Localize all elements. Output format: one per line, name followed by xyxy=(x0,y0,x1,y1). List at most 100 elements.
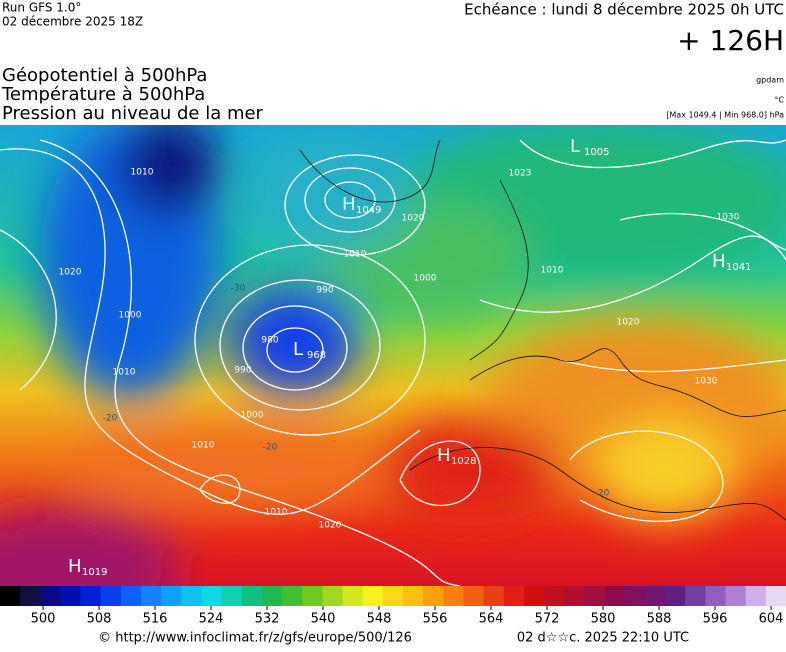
unit: °C xyxy=(774,96,784,105)
colorbar-swatch xyxy=(322,586,344,606)
colorbar-swatch xyxy=(483,586,505,606)
colorbar-swatch xyxy=(40,586,61,606)
run-label: Run GFS 1.0° xyxy=(2,1,81,15)
center-value: 1019 xyxy=(82,567,107,578)
title: Géopotentiel à 500hPa xyxy=(2,65,207,86)
colorbar-swatch xyxy=(141,586,162,606)
contour-label: -20 xyxy=(263,443,278,453)
colorbar-tick-label: 588 xyxy=(647,612,672,627)
center-value: 1005 xyxy=(584,147,609,158)
title: Température à 500hPa xyxy=(1,84,205,105)
center-letter: H xyxy=(342,194,356,215)
timestamp: 02 d☆☆c. 2025 22:10 UTC xyxy=(517,631,689,646)
colorbar-swatch xyxy=(423,586,444,606)
colorbar-tick-label: 548 xyxy=(367,612,392,627)
colorbar-tick-label: 564 xyxy=(479,612,504,627)
colorbar-tick-label: 516 xyxy=(143,612,168,627)
colorbar-swatch xyxy=(221,586,243,606)
contour-label: 1000 xyxy=(119,311,142,321)
colorbar-tick-label: 500 xyxy=(31,612,56,627)
contour-label: 1020 xyxy=(617,318,640,328)
colorbar-swatch xyxy=(624,586,646,606)
colorbar-swatch xyxy=(241,586,263,606)
colorbar-swatch xyxy=(503,586,525,606)
center-value: 968 xyxy=(307,350,326,361)
colorbar-swatch xyxy=(181,586,203,606)
contour-label: 1010 xyxy=(265,508,288,518)
colorbar-tick-label: 572 xyxy=(535,612,560,627)
colorbar-swatch xyxy=(342,586,364,606)
colorbar-swatch xyxy=(80,586,102,606)
colorbar-swatch xyxy=(161,586,182,606)
contour-label: 1020 xyxy=(402,214,425,224)
unit: gpdam xyxy=(756,76,784,85)
contour-label: 1020 xyxy=(319,521,342,531)
colorbar-swatch xyxy=(685,586,706,606)
center-letter: H xyxy=(68,556,82,577)
contour-label: 1020 xyxy=(59,268,82,278)
map-field xyxy=(0,125,786,586)
contour-label: 1000 xyxy=(414,274,437,284)
run-date: 02 décembre 2025 18Z xyxy=(2,15,143,29)
center-letter: H xyxy=(437,445,451,466)
colorbar-swatch xyxy=(463,586,485,606)
colorbar-swatch xyxy=(262,586,283,606)
colorbar-swatch xyxy=(302,586,323,606)
unit: [Max 1049.4 | Min 968.0] hPa xyxy=(666,111,784,120)
contour-label: 990 xyxy=(316,286,333,296)
contour-label: 1010 xyxy=(192,441,215,451)
colorbar-swatch xyxy=(524,586,545,606)
colorbar-swatch xyxy=(120,586,142,606)
colorbar-swatch xyxy=(725,586,747,606)
contour-label: 1010 xyxy=(113,368,136,378)
center-value: 1041 xyxy=(726,262,751,273)
colorbar-tick-label: 524 xyxy=(199,612,224,627)
colorbar-tick-label: 508 xyxy=(87,612,112,627)
contour-label: 1010 xyxy=(344,250,367,260)
colorbar-swatch xyxy=(282,586,303,606)
colorbar-swatch xyxy=(544,586,565,606)
contour-label: -20 xyxy=(103,414,118,424)
colorbar-swatch xyxy=(60,586,82,606)
colorbar-swatch xyxy=(362,586,384,606)
colorbar-swatch xyxy=(604,586,626,606)
colorbar-swatch xyxy=(584,586,606,606)
contour-label: -20 xyxy=(595,489,610,499)
contour-label: 1000 xyxy=(241,411,264,421)
colorbar-tick-label: 540 xyxy=(311,612,336,627)
center-letter: H xyxy=(712,251,726,272)
contour-label: 990 xyxy=(234,366,251,376)
colorbar-swatch xyxy=(382,586,404,606)
contour-label: 1023 xyxy=(509,169,532,179)
center-letter: L xyxy=(570,136,580,157)
center-value: 1028 xyxy=(451,456,476,467)
colorbar-tick-label: 604 xyxy=(759,612,784,627)
contour-label: -30 xyxy=(231,284,246,294)
colorbar-swatch xyxy=(765,586,786,606)
title: Pression au niveau de la mer xyxy=(2,103,264,124)
colorbar-swatch xyxy=(443,586,465,606)
contour-label: 1030 xyxy=(695,377,718,387)
colorbar-swatch xyxy=(201,586,223,606)
colorbar-swatch xyxy=(665,586,686,606)
contour-label: 1010 xyxy=(131,168,154,178)
source: © http://www.infoclimat.fr/z/gfs/europe/… xyxy=(98,631,412,646)
colorbar-swatch xyxy=(0,586,21,606)
contour-label: 1030 xyxy=(717,213,740,223)
echeance: Echéance : lundi 8 décembre 2025 0h UTC xyxy=(464,1,784,19)
center-value: 1049 xyxy=(356,205,381,216)
colorbar-tick-label: 532 xyxy=(255,612,280,627)
contour-label: 980 xyxy=(261,336,278,346)
colorbar-swatch xyxy=(705,586,727,606)
colorbar-tick-label: 556 xyxy=(423,612,448,627)
colorbar-tick-label: 596 xyxy=(703,612,728,627)
lead-time: + 126H xyxy=(677,24,784,57)
colorbar-swatch xyxy=(100,586,122,606)
colorbar-tick-label: 580 xyxy=(591,612,616,627)
colorbar-swatch xyxy=(745,586,767,606)
colorbar-swatch xyxy=(564,586,585,606)
colorbar-swatch xyxy=(403,586,424,606)
center-letter: L xyxy=(293,339,303,360)
